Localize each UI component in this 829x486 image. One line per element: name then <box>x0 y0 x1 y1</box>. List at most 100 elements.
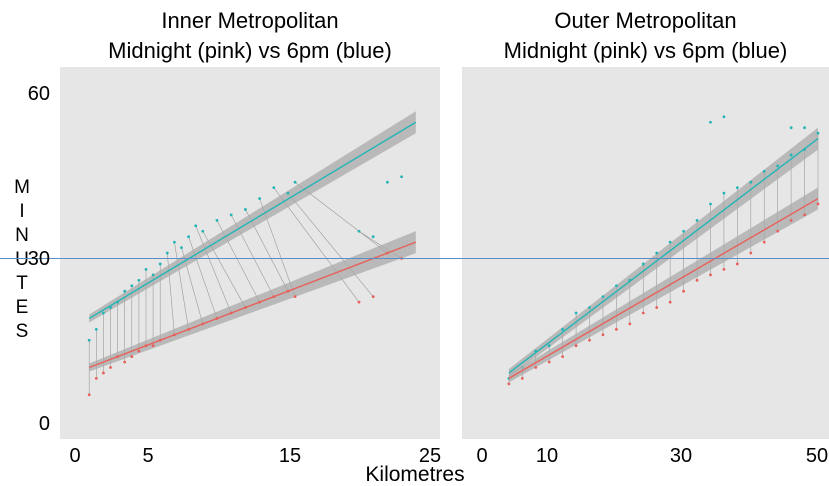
data-point <box>116 355 119 358</box>
panel-outer <box>507 115 820 386</box>
data-point <box>286 289 290 293</box>
data-point <box>762 169 766 173</box>
data-point <box>286 191 290 195</box>
data-point <box>400 175 403 179</box>
data-point <box>789 126 793 130</box>
data-point <box>102 311 105 315</box>
data-point <box>180 246 183 250</box>
data-point <box>272 186 276 190</box>
data-point <box>789 153 793 157</box>
title-outer: Outer Metropolitan <box>554 8 737 33</box>
trend-line <box>88 241 417 369</box>
data-point <box>158 262 162 266</box>
data-point <box>371 295 375 299</box>
data-point <box>357 300 361 304</box>
pair-connector <box>195 225 232 314</box>
data-point <box>87 338 91 342</box>
data-point <box>615 327 618 331</box>
subtitle-outer: Midnight (pink) vs 6pm (blue) <box>503 38 788 63</box>
data-point <box>682 229 685 233</box>
data-point <box>272 295 276 299</box>
data-point <box>709 273 712 277</box>
title-inner: Inner Metropolitan <box>161 8 339 33</box>
data-point <box>229 213 233 217</box>
data-point <box>534 366 538 369</box>
data-point <box>173 333 176 337</box>
y-title-letter: I <box>19 201 25 222</box>
trend-line <box>508 138 819 374</box>
data-point <box>574 311 578 315</box>
data-point <box>158 338 162 342</box>
x-tick-label: 30 <box>670 445 692 467</box>
data-point <box>94 377 98 380</box>
data-point <box>803 126 806 130</box>
data-point <box>601 333 605 337</box>
data-point <box>215 218 219 222</box>
tick-labels: 0 5 15 25 0 10 30 50 60 30 0 <box>28 83 828 467</box>
data-point <box>244 208 247 211</box>
x-tick-label: 25 <box>419 445 441 467</box>
data-point <box>588 306 591 309</box>
y-title-letter: N <box>15 225 29 246</box>
data-point <box>534 349 538 353</box>
data-point <box>668 240 672 244</box>
data-point <box>776 164 780 168</box>
data-point <box>695 278 699 282</box>
data-point <box>574 344 578 348</box>
data-point <box>803 148 806 151</box>
x-tick-label: 0 <box>476 445 487 467</box>
x-tick-label: 5 <box>142 445 153 467</box>
y-title-letter: E <box>15 297 29 318</box>
y-tick-label: 60 <box>28 83 50 105</box>
data-point <box>187 327 191 331</box>
data-point <box>258 300 261 304</box>
data-point <box>749 251 753 255</box>
data-point <box>87 393 91 397</box>
y-title-letter: S <box>15 321 29 342</box>
data-point <box>386 251 389 255</box>
chart-title-outer: Outer Metropolitan Midnight (pink) vs 6p… <box>462 6 829 66</box>
data-point <box>187 235 191 239</box>
data-point <box>709 120 712 124</box>
data-point <box>655 251 659 255</box>
chart-title-inner: Inner Metropolitan Midnight (pink) vs 6p… <box>60 6 440 66</box>
panel-background-outer <box>462 67 829 439</box>
data-point <box>123 289 127 293</box>
x-axis-title: Kilometres <box>365 463 465 486</box>
y-tick-label: 0 <box>39 413 50 435</box>
data-point <box>641 262 645 266</box>
data-point <box>547 360 551 364</box>
data-point <box>130 284 134 288</box>
data-point <box>695 218 699 222</box>
data-point <box>722 115 726 119</box>
data-point <box>507 382 511 386</box>
data-point <box>173 240 176 244</box>
data-point <box>641 311 645 315</box>
y-tick-label: 30 <box>28 248 50 270</box>
data-point <box>137 278 141 282</box>
data-point <box>144 268 148 271</box>
data-point <box>816 131 820 135</box>
data-point <box>201 322 205 326</box>
y-title-letter: U <box>15 249 29 270</box>
data-point <box>762 240 766 244</box>
data-point <box>130 355 134 358</box>
data-point <box>628 278 632 282</box>
data-point <box>803 213 806 217</box>
data-point <box>561 355 565 358</box>
y-title-letter: T <box>16 273 28 294</box>
data-point <box>357 229 361 233</box>
data-point <box>735 262 739 266</box>
data-point <box>789 218 793 222</box>
pair-connector <box>174 242 189 330</box>
data-point <box>655 306 659 309</box>
data-point <box>94 327 98 331</box>
data-point <box>165 251 169 255</box>
data-point <box>615 284 618 288</box>
data-point <box>137 349 141 353</box>
data-point <box>293 295 297 299</box>
x-tick-label: 0 <box>69 445 80 467</box>
data-point <box>386 180 389 184</box>
data-point <box>123 360 127 364</box>
